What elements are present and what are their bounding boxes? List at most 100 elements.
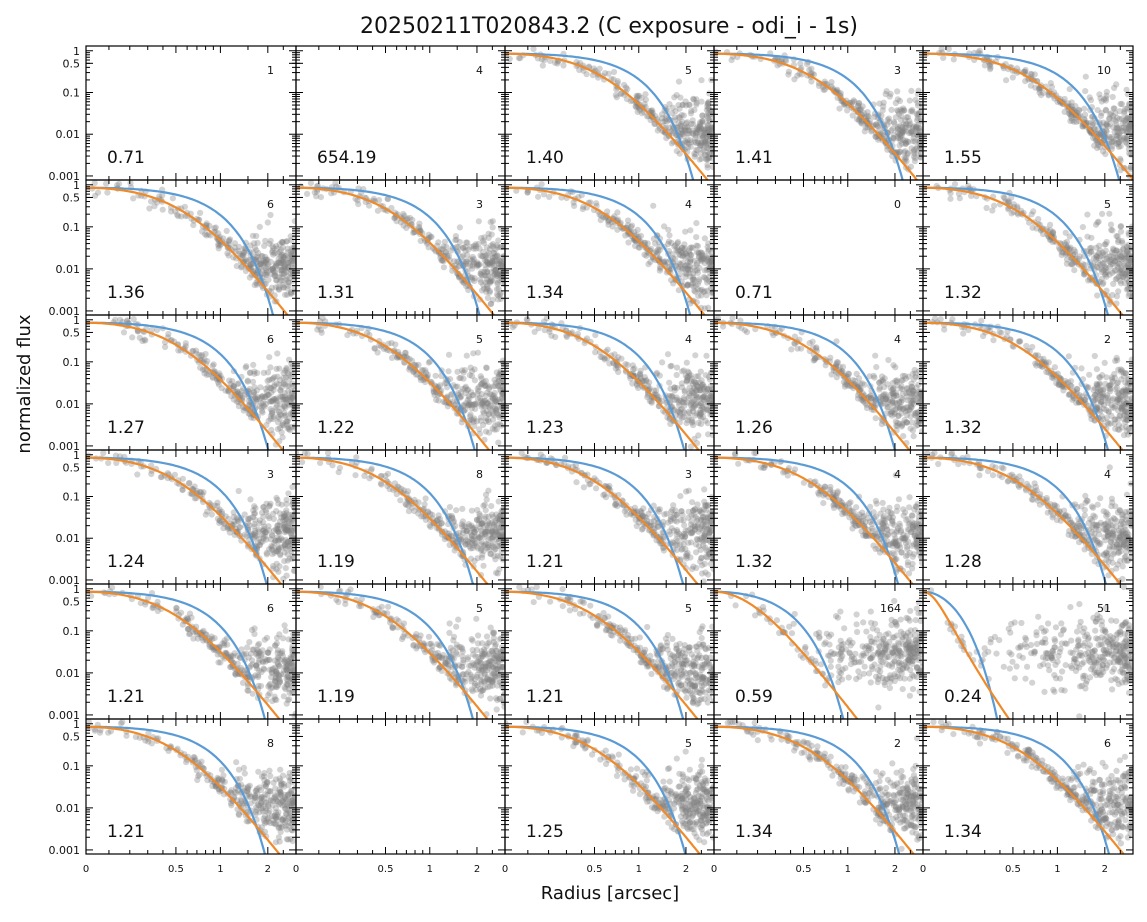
data-point <box>898 113 904 119</box>
data-point <box>1081 106 1087 112</box>
data-point <box>276 366 282 372</box>
data-point <box>706 154 712 160</box>
data-point <box>1114 247 1120 253</box>
data-point <box>957 195 963 201</box>
data-point <box>625 239 631 245</box>
data-point <box>440 244 446 250</box>
data-point <box>486 235 492 241</box>
data-point <box>286 280 292 286</box>
data-point <box>991 203 997 209</box>
data-point <box>1111 255 1117 261</box>
data-point <box>684 360 690 366</box>
data-point <box>517 55 523 61</box>
data-point <box>697 143 703 149</box>
data-point <box>1108 227 1114 233</box>
data-point <box>478 401 484 407</box>
star-count: 1 <box>267 64 274 77</box>
data-point <box>273 273 279 279</box>
data-point <box>493 398 499 404</box>
data-point <box>236 403 242 409</box>
data-point <box>887 93 893 99</box>
data-point <box>1101 96 1107 102</box>
data-point <box>704 257 710 263</box>
data-point <box>668 363 674 369</box>
data-point <box>729 57 735 63</box>
data-point <box>905 139 911 145</box>
data-point <box>268 390 274 396</box>
data-point <box>269 243 275 249</box>
data-point <box>151 203 157 209</box>
y-tick-label: 0.5 <box>63 191 81 204</box>
data-point <box>1084 212 1090 218</box>
data-point <box>881 100 887 106</box>
fwhm-value: 1.27 <box>107 418 145 438</box>
data-point <box>1005 198 1011 204</box>
data-point <box>888 107 894 113</box>
data-point <box>190 222 196 228</box>
data-point <box>1062 240 1068 246</box>
data-point <box>702 139 708 145</box>
y-tick-label: 1 <box>73 314 80 327</box>
data-point <box>695 293 701 299</box>
data-point <box>674 365 680 371</box>
data-point <box>250 379 256 385</box>
data-point <box>250 233 256 239</box>
data-point <box>560 62 566 68</box>
data-point <box>203 351 209 357</box>
data-point <box>665 351 671 357</box>
data-point <box>891 135 897 141</box>
data-point <box>210 363 216 369</box>
data-point <box>914 117 920 123</box>
data-point <box>1088 235 1094 241</box>
data-point <box>649 400 655 406</box>
data-point <box>165 331 171 337</box>
data-point <box>670 105 676 111</box>
data-point <box>702 235 708 241</box>
data-point <box>699 405 705 411</box>
data-point <box>677 151 683 157</box>
data-point <box>433 373 439 379</box>
data-point <box>704 107 710 113</box>
data-point <box>276 259 282 265</box>
data-point <box>277 416 283 422</box>
data-point <box>232 244 238 250</box>
data-point <box>252 245 258 251</box>
data-point <box>1071 267 1077 273</box>
data-point <box>478 373 484 379</box>
data-point <box>614 209 620 215</box>
data-point <box>285 249 291 255</box>
data-point <box>224 228 230 234</box>
data-point <box>247 370 253 376</box>
data-point <box>661 223 667 229</box>
data-point <box>1103 241 1109 247</box>
data-point <box>541 57 547 63</box>
data-point <box>856 100 862 106</box>
y-tick-label: 1 <box>73 179 80 192</box>
data-point <box>688 121 694 127</box>
data-point <box>1119 138 1125 144</box>
data-point <box>267 212 273 218</box>
data-point <box>897 127 903 133</box>
data-point <box>1110 281 1116 287</box>
data-point <box>681 112 687 118</box>
data-point <box>1115 237 1121 243</box>
data-point <box>276 409 282 415</box>
data-point <box>706 400 712 406</box>
data-point <box>1010 74 1016 80</box>
data-point <box>483 364 489 370</box>
data-point <box>480 238 486 244</box>
data-point <box>141 337 147 343</box>
data-point <box>259 405 265 411</box>
data-point <box>239 388 245 394</box>
data-point <box>127 180 133 186</box>
data-point <box>498 262 504 268</box>
data-point <box>689 130 695 136</box>
data-point <box>257 224 263 230</box>
data-point <box>687 227 693 233</box>
data-point <box>287 394 293 400</box>
data-point <box>907 98 913 104</box>
data-point <box>699 125 705 131</box>
data-point <box>629 380 635 386</box>
data-point <box>665 241 671 247</box>
